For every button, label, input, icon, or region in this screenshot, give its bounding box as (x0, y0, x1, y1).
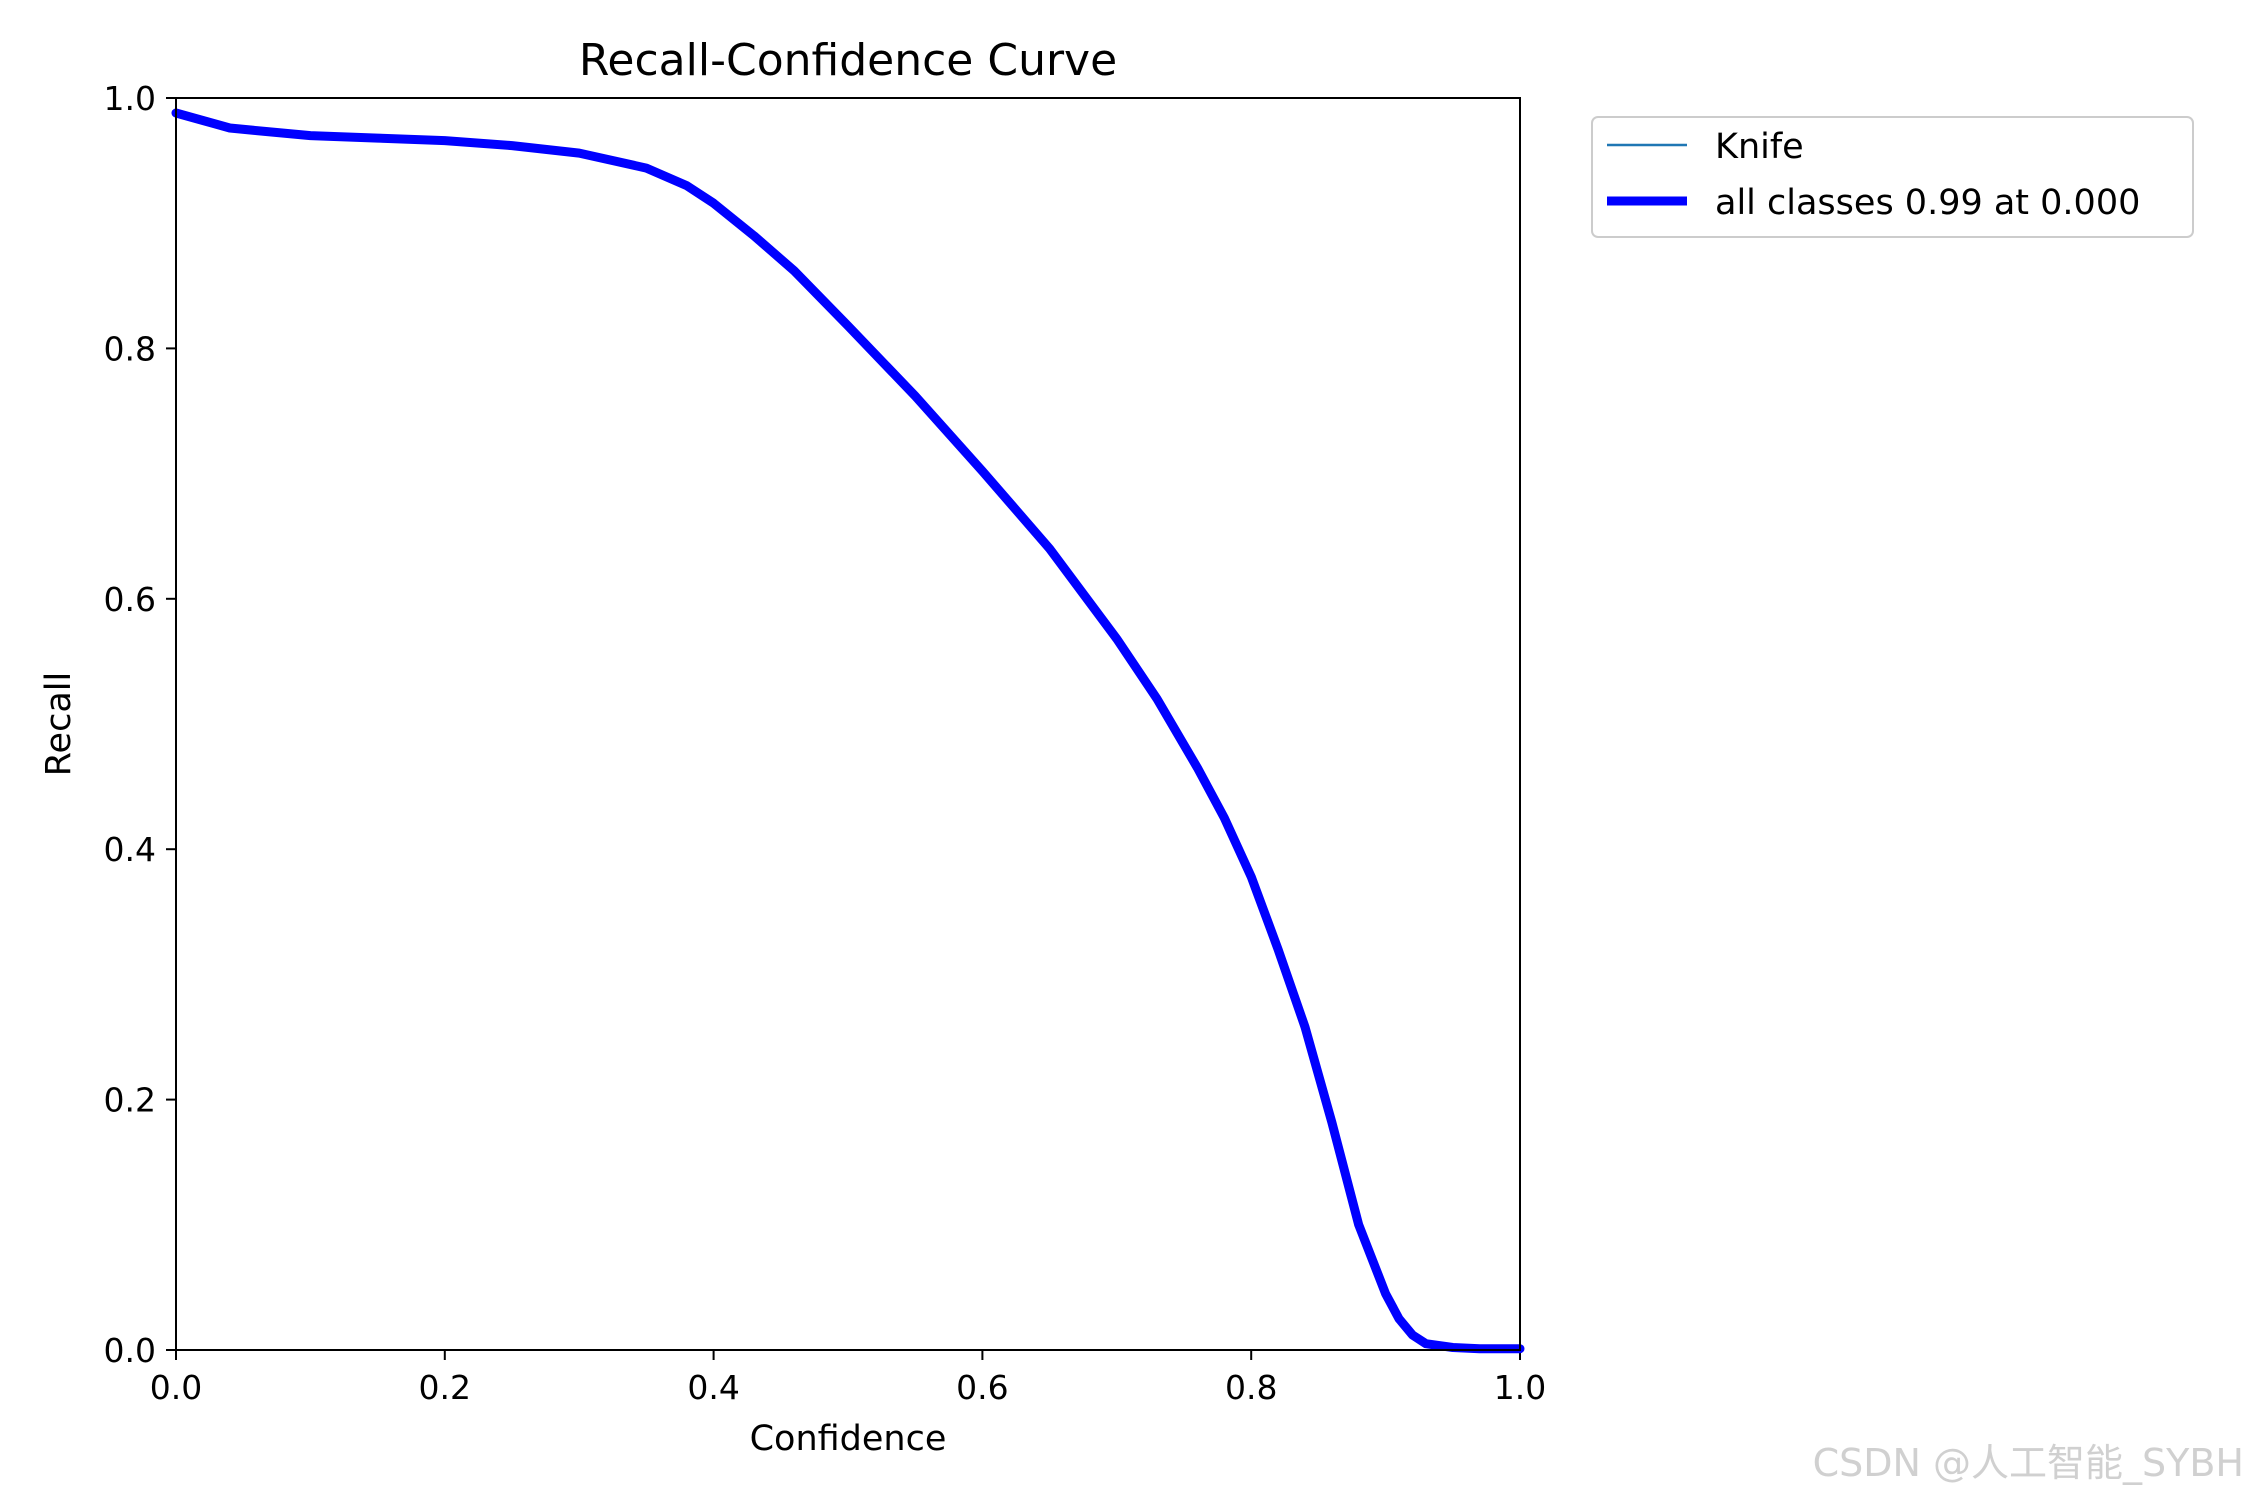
y-tick-label: 0.0 (104, 1331, 156, 1370)
legend-box (1591, 116, 2194, 238)
series-line-knife (174, 111, 1522, 1350)
series-line-all-classes (171, 108, 1525, 1354)
legend: Knife all classes 0.99 at 0.000 (1591, 116, 2194, 238)
chart-title: Recall-Confidence Curve (579, 35, 1117, 86)
y-tick-label: 0.8 (104, 329, 156, 368)
x-tick-label: 1.0 (1494, 1368, 1546, 1407)
y-tick-label: 0.4 (104, 830, 156, 869)
y-tick-label: 1.0 (104, 79, 156, 118)
series-lines (171, 108, 1525, 1354)
x-tick-label: 0.4 (687, 1368, 739, 1407)
x-tick-label: 0.2 (419, 1368, 471, 1407)
x-tick-label: 0.0 (150, 1368, 202, 1407)
y-axis-ticks: 0.0 0.2 0.4 0.6 0.8 1.0 (104, 79, 176, 1370)
plot-frame (175, 97, 1521, 1351)
y-tick-label: 0.6 (104, 580, 156, 619)
x-axis-ticks: 0.0 0.2 0.4 0.6 0.8 1.0 (150, 1350, 1546, 1407)
watermark: CSDN @人工智能_SYBH (1813, 1441, 2244, 1485)
x-tick-label: 0.6 (956, 1368, 1008, 1407)
y-axis-label: Recall (39, 672, 79, 776)
legend-label-knife: Knife (1715, 127, 1804, 167)
legend-label-all-classes: all classes 0.99 at 0.000 (1715, 183, 2140, 223)
y-tick-label: 0.2 (104, 1081, 156, 1120)
x-axis-label: Confidence (750, 1419, 947, 1459)
x-tick-label: 0.8 (1225, 1368, 1277, 1407)
